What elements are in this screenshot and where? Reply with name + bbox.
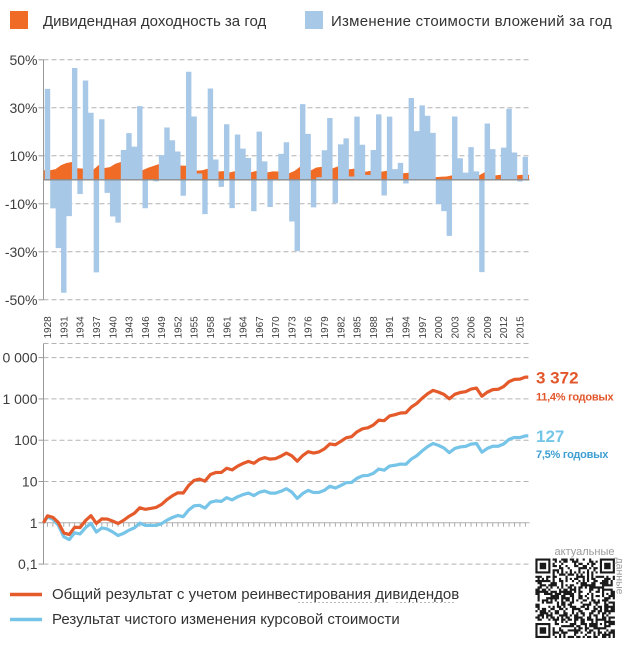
svg-text:Дивидендная доходность за год: Дивидендная доходность за год xyxy=(43,13,266,30)
svg-text:2006: 2006 xyxy=(467,316,478,339)
svg-text:127: 127 xyxy=(536,427,564,446)
svg-text:1: 1 xyxy=(30,515,38,531)
svg-text:7,5% годовых: 7,5% годовых xyxy=(536,449,609,461)
svg-text:1955: 1955 xyxy=(190,316,201,339)
svg-text:1994: 1994 xyxy=(402,316,413,339)
svg-text:1931: 1931 xyxy=(59,316,70,339)
svg-text:1967: 1967 xyxy=(255,316,266,339)
svg-text:2000: 2000 xyxy=(434,316,445,339)
svg-text:1991: 1991 xyxy=(385,316,396,339)
svg-text:-50%: -50% xyxy=(5,292,38,308)
svg-text:1934: 1934 xyxy=(76,316,87,339)
svg-text:Результат чистого изменения ку: Результат чистого изменения курсовой сто… xyxy=(52,611,400,628)
svg-text:1997: 1997 xyxy=(418,316,429,339)
svg-text:-10%: -10% xyxy=(5,196,38,212)
svg-text:1943: 1943 xyxy=(125,316,136,339)
svg-text:10%: 10% xyxy=(9,148,37,164)
svg-text:1961: 1961 xyxy=(222,316,233,339)
svg-text:2015: 2015 xyxy=(516,316,527,339)
svg-text:1958: 1958 xyxy=(206,316,217,339)
svg-text:1976: 1976 xyxy=(304,316,315,339)
svg-text:1937: 1937 xyxy=(92,316,103,339)
svg-text:1946: 1946 xyxy=(141,316,152,339)
svg-text:Изменение стоимости вложений з: Изменение стоимости вложений за год xyxy=(331,13,612,30)
svg-text:1928: 1928 xyxy=(43,316,54,339)
svg-text:11,4% годовых: 11,4% годовых xyxy=(536,392,615,404)
svg-text:1952: 1952 xyxy=(173,316,184,339)
svg-text:данные: данные xyxy=(614,558,626,595)
svg-text:2012: 2012 xyxy=(499,316,510,339)
svg-text:1949: 1949 xyxy=(157,316,168,339)
svg-text:100: 100 xyxy=(14,432,38,448)
svg-text:3 372: 3 372 xyxy=(536,369,579,388)
svg-text:Общий результат с учетом реинв: Общий результат с учетом реинвестировани… xyxy=(52,586,459,603)
svg-text:0 000: 0 000 xyxy=(2,350,37,366)
svg-text:1970: 1970 xyxy=(271,316,282,339)
svg-text:1940: 1940 xyxy=(108,316,119,339)
svg-text:30%: 30% xyxy=(9,100,37,116)
svg-text:1988: 1988 xyxy=(369,316,380,339)
svg-text:1964: 1964 xyxy=(239,316,250,339)
svg-text:2009: 2009 xyxy=(483,316,494,339)
svg-text:10: 10 xyxy=(22,474,38,490)
svg-text:0,1: 0,1 xyxy=(18,556,38,572)
svg-text:50%: 50% xyxy=(9,52,37,68)
svg-text:1982: 1982 xyxy=(336,316,347,339)
svg-text:актуальные: актуальные xyxy=(555,546,615,558)
svg-text:1979: 1979 xyxy=(320,316,331,339)
svg-text:2003: 2003 xyxy=(450,316,461,339)
svg-text:1 000: 1 000 xyxy=(2,391,37,407)
svg-text:-30%: -30% xyxy=(5,244,38,260)
svg-text:1985: 1985 xyxy=(353,316,364,339)
svg-text:1973: 1973 xyxy=(288,316,299,339)
